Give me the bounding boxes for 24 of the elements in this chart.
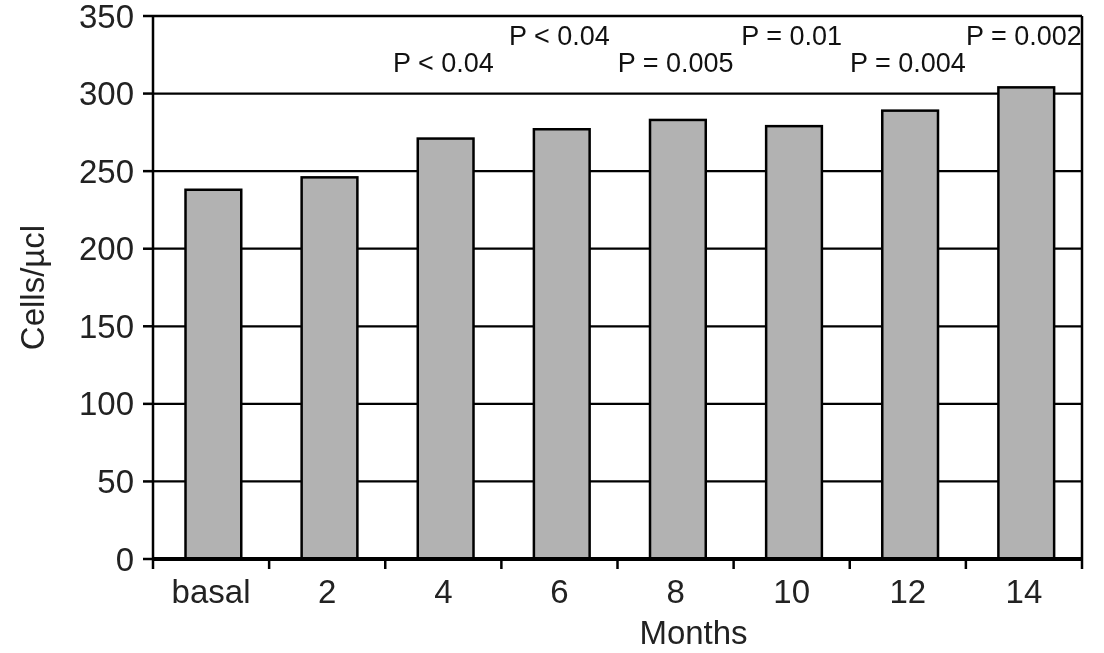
- y-tick-label: 100: [78, 385, 134, 423]
- x-tick-label: 2: [318, 573, 337, 610]
- x-tick-label: 8: [666, 573, 685, 610]
- annotation: P = 0.002: [966, 21, 1082, 51]
- x-tick-label: 14: [1005, 573, 1043, 610]
- annotation: P < 0.04: [509, 21, 610, 51]
- y-axis-title: Cells/µcl: [14, 224, 51, 351]
- x-tick-label: 12: [889, 573, 927, 610]
- y-tick-label: 150: [78, 307, 134, 345]
- y-tick-label: 50: [97, 462, 134, 500]
- y-tick-label: 250: [78, 152, 134, 190]
- y-tick-label: 300: [78, 75, 134, 113]
- x-tick-label: 4: [434, 573, 453, 610]
- y-tick-label: 200: [78, 230, 134, 268]
- annotation: P = 0.005: [617, 48, 734, 78]
- y-tick-label: 0: [115, 540, 134, 578]
- x-tick-label: 6: [550, 573, 569, 610]
- annotation: P = 0.004: [849, 48, 966, 78]
- x-axis-title: Months: [639, 614, 748, 651]
- y-tick-label: 350: [78, 0, 134, 35]
- x-tick-label: basal: [171, 573, 251, 610]
- annotation: P = 0.01: [741, 21, 843, 51]
- annotation: P < 0.04: [392, 48, 494, 78]
- x-tick-label: 10: [773, 573, 811, 610]
